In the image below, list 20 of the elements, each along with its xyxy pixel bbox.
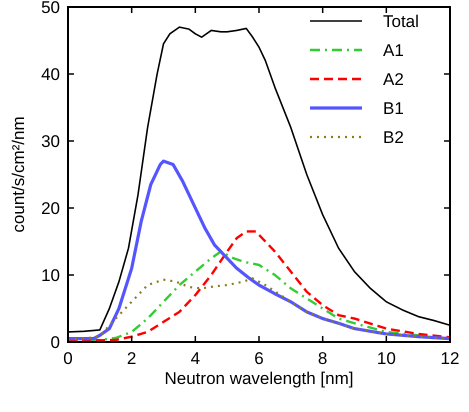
y-tick-label: 30	[41, 132, 60, 151]
y-tick-label: 10	[41, 266, 60, 285]
legend-label: B1	[383, 99, 404, 118]
x-tick-label: 2	[126, 349, 136, 368]
x-axis-title: Neutron wavelength [nm]	[164, 369, 354, 388]
x-tick-label: 6	[254, 349, 264, 368]
y-tick-label: 20	[41, 199, 60, 218]
y-tick-label: 0	[50, 333, 60, 352]
legend-label: Total	[383, 12, 419, 31]
x-tick-label: 0	[63, 349, 73, 368]
legend-label: A1	[383, 41, 404, 60]
x-tick-label: 10	[376, 349, 396, 368]
legend-label: A2	[383, 70, 404, 89]
y-axis-title: count/s/cm²/nm	[9, 116, 28, 233]
y-tick-label: 40	[41, 65, 60, 84]
x-tick-label: 4	[190, 349, 200, 368]
x-tick-label: 12	[440, 349, 460, 368]
legend-label: B2	[383, 128, 404, 147]
y-tick-label: 50	[41, 0, 60, 17]
x-tick-label: 8	[318, 349, 328, 368]
